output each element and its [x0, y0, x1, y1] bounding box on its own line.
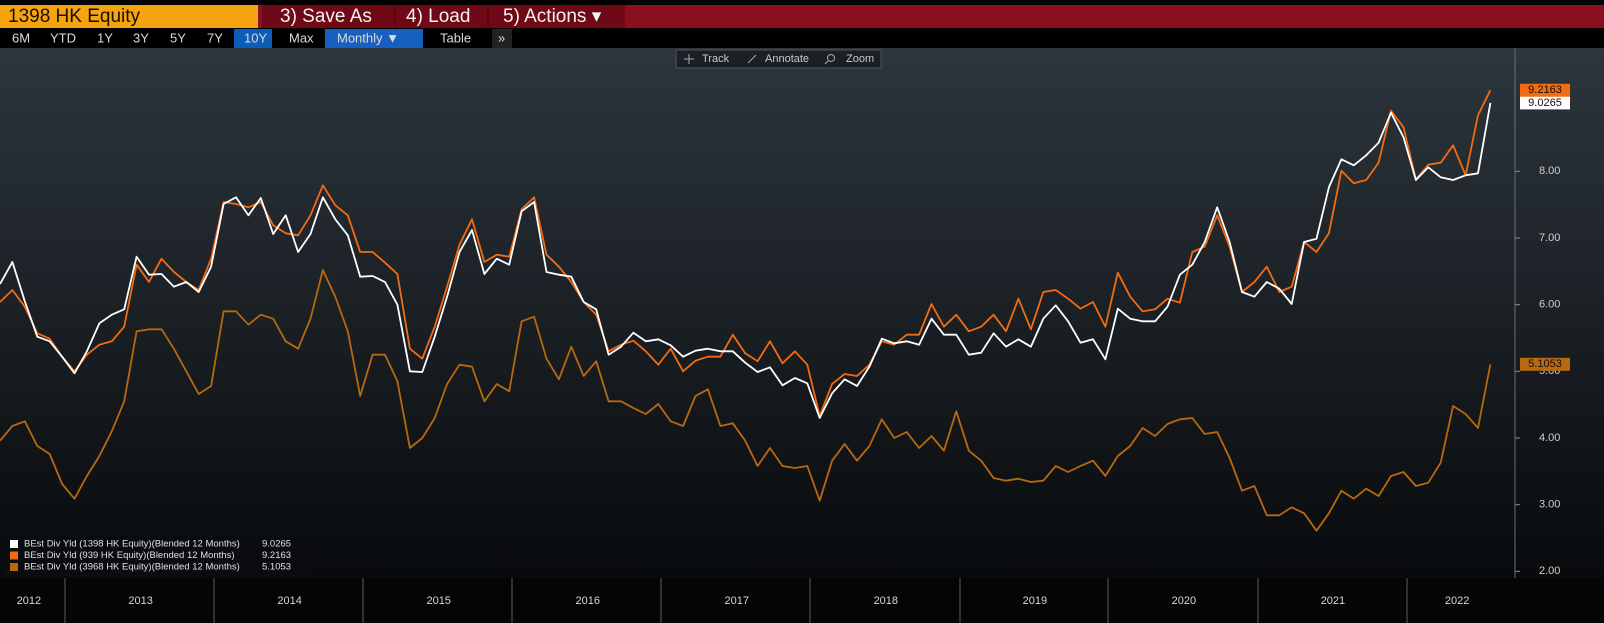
range-button[interactable]: Max — [289, 30, 314, 45]
y-tick-label: 3.00 — [1539, 499, 1560, 511]
last-value-label: 9.2163 — [1528, 84, 1562, 96]
last-value-box — [1520, 96, 1570, 110]
year-separators — [64, 578, 1408, 623]
y-tick-label: 6.00 — [1539, 299, 1560, 311]
legend — [5, 535, 312, 576]
frequency-box[interactable] — [325, 29, 423, 48]
y-tick-label: 7.00 — [1539, 232, 1560, 244]
x-tick-label: 2019 — [1023, 595, 1047, 607]
last-value-box — [1520, 357, 1570, 371]
legend-value: 9.0265 — [262, 539, 291, 550]
x-tick-label: 2018 — [874, 595, 898, 607]
action-button[interactable]: 3) Save As — [280, 6, 372, 27]
range-button[interactable]: 3Y — [133, 30, 149, 45]
action-group — [262, 5, 625, 28]
legend-label: BEst Div Yld (939 HK Equity)(Blended 12 … — [24, 550, 235, 561]
more-button[interactable]: » — [498, 30, 505, 45]
range-button[interactable]: 1Y — [97, 30, 113, 45]
range-highlight — [234, 29, 272, 48]
range-button[interactable]: 10Y — [244, 30, 267, 45]
legend-swatch — [10, 540, 18, 548]
x-tick-label: 2021 — [1321, 595, 1345, 607]
range-button[interactable]: 6M — [12, 30, 30, 45]
x-axis-band — [0, 578, 1604, 623]
legend-swatch — [10, 563, 18, 571]
series-line — [0, 269, 1492, 532]
plot-area — [0, 48, 1604, 578]
legend-swatch — [10, 551, 18, 560]
x-tick-label: 2015 — [426, 595, 450, 607]
x-tick-label: 2022 — [1445, 595, 1469, 607]
y-tick-label: 2.00 — [1539, 565, 1560, 577]
last-value-label: 5.1053 — [1528, 358, 1562, 370]
ticker[interactable]: 1398 HK Equity — [8, 6, 141, 27]
track-tool[interactable]: Track — [702, 53, 730, 65]
y-tick-label: 4.00 — [1539, 432, 1560, 444]
x-tick-label: 2013 — [128, 595, 152, 607]
legend-value: 9.2163 — [262, 550, 291, 561]
legend-label: BEst Div Yld (3968 HK Equity)(Blended 12… — [24, 562, 240, 573]
range-button[interactable]: 5Y — [170, 30, 186, 45]
tool-icons — [684, 54, 835, 65]
frequency-button[interactable]: Monthly ▼ — [337, 30, 399, 45]
x-tick-label: 2012 — [17, 595, 41, 607]
x-tick-label: 2014 — [277, 595, 301, 607]
series-line — [0, 102, 1492, 419]
x-tick-label: 2020 — [1172, 595, 1196, 607]
action-button[interactable]: 5) Actions ▾ — [503, 6, 602, 27]
legend-value: 5.1053 — [262, 562, 291, 573]
legend-entries: BEst Div Yld (1398 HK Equity)(Blended 12… — [10, 539, 291, 573]
range-button[interactable]: 7Y — [207, 30, 223, 45]
range-button[interactable]: YTD — [50, 30, 76, 45]
last-value-box — [1520, 83, 1570, 97]
more-box[interactable] — [492, 29, 512, 48]
last-value-label: 9.0265 — [1528, 97, 1562, 109]
table-button[interactable]: Table — [440, 30, 471, 45]
legend-label: BEst Div Yld (1398 HK Equity)(Blended 12… — [24, 539, 240, 550]
x-tick-label: 2016 — [575, 595, 599, 607]
annotate-tool[interactable]: Annotate — [765, 53, 809, 65]
zoom-tool[interactable]: Zoom — [846, 53, 874, 65]
y-tick-label: 8.00 — [1539, 165, 1560, 177]
range-buttons: 6M YTD 1Y 3Y 5Y 7Y 10Y Max — [12, 30, 314, 45]
plot: 2.003.004.005.006.007.008.009.02659.2163… — [0, 83, 1570, 577]
x-tick-label: 2017 — [725, 595, 749, 607]
ticker-box[interactable] — [0, 5, 258, 28]
action-button[interactable]: 4) Load — [406, 6, 470, 27]
